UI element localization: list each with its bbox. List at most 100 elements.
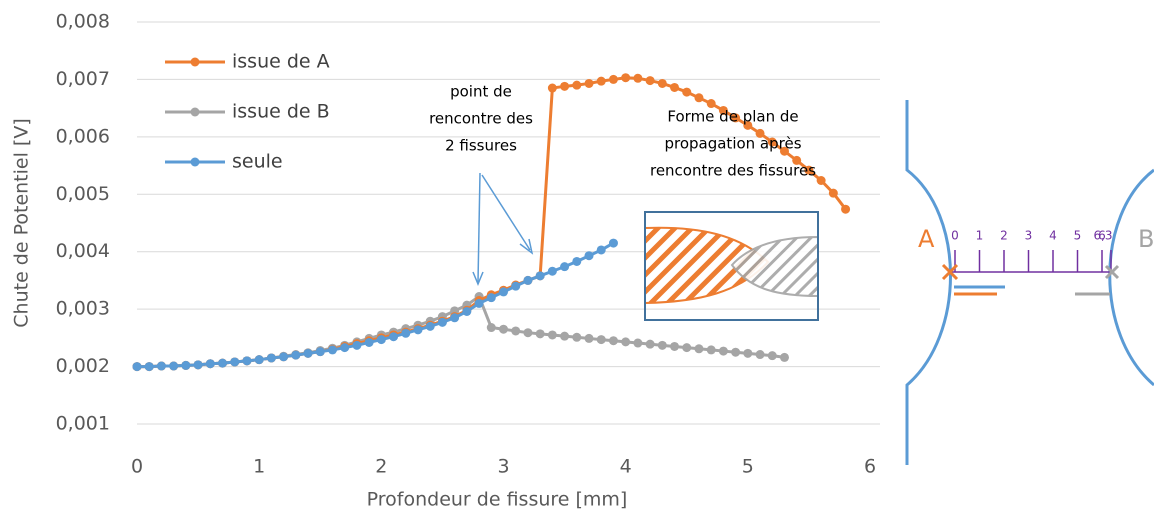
point [779, 352, 789, 362]
ruler-label: 1 [976, 229, 984, 243]
point [303, 348, 313, 358]
point [132, 362, 142, 372]
point [596, 335, 606, 345]
point [633, 73, 643, 83]
arrowhead [519, 238, 534, 255]
point [596, 76, 606, 86]
point [572, 256, 582, 266]
point [718, 346, 728, 356]
point [205, 359, 215, 369]
point [560, 81, 570, 91]
point [682, 87, 692, 97]
point [169, 361, 179, 371]
inset-frame [644, 211, 819, 321]
point [547, 83, 557, 93]
point [474, 298, 484, 308]
point [682, 343, 692, 353]
legend-marker [190, 57, 200, 67]
ruler-label: 6,3 [1093, 229, 1112, 243]
point [376, 335, 386, 345]
point [767, 137, 777, 147]
point [743, 120, 753, 130]
point [291, 350, 301, 360]
x-tick-label: 4 [620, 456, 632, 478]
x-tick-label: 0 [131, 456, 143, 478]
point [841, 204, 851, 214]
x-tick-label: 5 [742, 456, 754, 478]
point [254, 355, 264, 365]
y-tick-label: 0,008 [56, 11, 110, 33]
point [657, 340, 667, 350]
legend-marker [190, 107, 200, 117]
point [547, 330, 557, 340]
legend-label: issue de B [232, 101, 330, 123]
point [156, 361, 166, 371]
point [425, 321, 435, 331]
point [584, 251, 594, 261]
series-line [137, 294, 785, 369]
label-a: A [918, 225, 935, 253]
point [230, 357, 240, 367]
cross-a [941, 263, 959, 281]
point [694, 344, 704, 354]
point [621, 337, 631, 347]
series-line [137, 241, 615, 369]
point [242, 356, 252, 366]
legend-label: issue de A [232, 51, 330, 73]
point [535, 271, 545, 281]
point [633, 338, 643, 348]
ruler-label: 5 [1074, 229, 1082, 243]
legend-label: seule [232, 151, 283, 173]
point [584, 78, 594, 88]
point [401, 328, 411, 338]
y-tick-label: 0,004 [56, 240, 110, 262]
point [584, 333, 594, 343]
annotation: propagation après [664, 135, 801, 153]
label-b: B [1138, 225, 1154, 253]
point [731, 113, 741, 123]
point [193, 360, 203, 370]
ruler-label: 0 [951, 229, 959, 243]
point [279, 352, 289, 362]
point [670, 82, 680, 92]
x-tick-label: 3 [497, 456, 509, 478]
point [560, 331, 570, 341]
ruler-label: 2 [1000, 229, 1008, 243]
y-tick-label: 0,007 [56, 68, 110, 90]
point [804, 165, 814, 175]
point [499, 324, 508, 334]
point [315, 347, 325, 357]
point [828, 188, 838, 198]
point [572, 332, 582, 342]
point [657, 78, 667, 88]
x-tick-label: 2 [375, 456, 387, 478]
point [816, 176, 826, 186]
point [389, 332, 399, 342]
ruler-ticks: 0 1 2 3 4 5 66,3 [951, 229, 1113, 272]
x-tick-label: 6 [864, 456, 876, 478]
chart: 0,001 0,002 0,003 0,004 0,005 0,006 0,007 0,008… [56, 11, 880, 478]
x-tick-label: 1 [253, 456, 265, 478]
point [572, 80, 582, 90]
point [621, 73, 631, 83]
x-axis-title: Profondeur de fissure [mm] [367, 489, 628, 511]
y-tick-label: 0,002 [56, 355, 110, 377]
point [486, 293, 496, 303]
point [755, 128, 765, 138]
point [535, 329, 545, 339]
point [437, 317, 447, 327]
ruler-label: 6 [1098, 229, 1106, 243]
point [792, 155, 802, 165]
point [560, 262, 570, 272]
annotation: Forme de plan de [667, 108, 798, 126]
point [547, 266, 557, 276]
point [596, 245, 606, 255]
point [352, 340, 362, 350]
point [450, 313, 460, 323]
point [523, 275, 533, 285]
arrow [477, 172, 481, 283]
point [608, 74, 618, 84]
point [731, 347, 741, 357]
point [181, 360, 191, 370]
cross-b [1104, 264, 1120, 280]
